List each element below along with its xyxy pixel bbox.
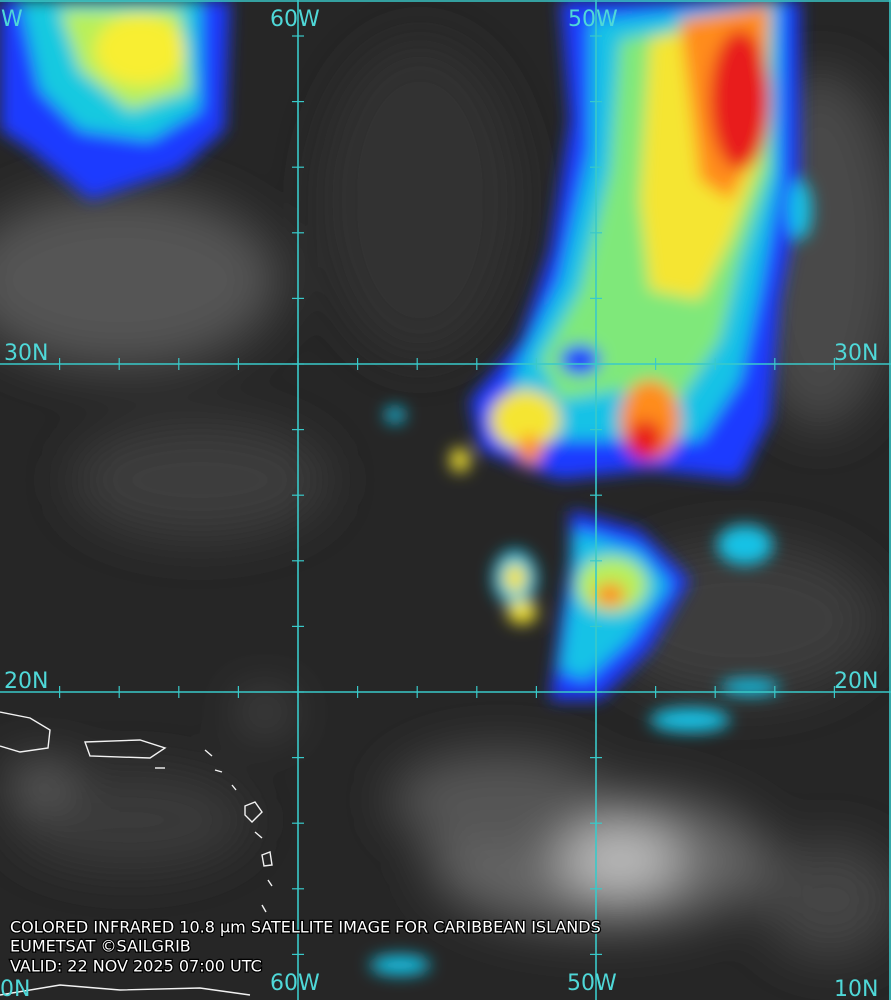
coastlines	[0, 711, 273, 996]
longitude-label: 50W	[567, 971, 617, 996]
latitude-label: 10N	[834, 977, 878, 1000]
caption-title: COLORED INFRARED 10.8 µm SATELLITE IMAGE…	[10, 918, 601, 937]
latitude-label: 20N	[834, 669, 878, 694]
tick-marks	[58, 35, 836, 956]
longitude-label: 60W	[270, 7, 320, 32]
latitude-label: 30N	[834, 341, 878, 366]
latitude-label: 10N	[0, 977, 30, 1000]
colored-clouds	[0, 0, 812, 975]
longitude-label: 50W	[568, 7, 618, 32]
latitude-label: 30N	[4, 341, 48, 366]
caption-valid-time: VALID: 22 NOV 2025 07:00 UTC	[10, 957, 262, 976]
longitude-label: 60W	[270, 971, 320, 996]
latitude-label: 20N	[4, 669, 48, 694]
longitude-label: 70W	[0, 7, 23, 32]
caption-credit: EUMETSAT ©SAILGRIB	[10, 937, 191, 956]
